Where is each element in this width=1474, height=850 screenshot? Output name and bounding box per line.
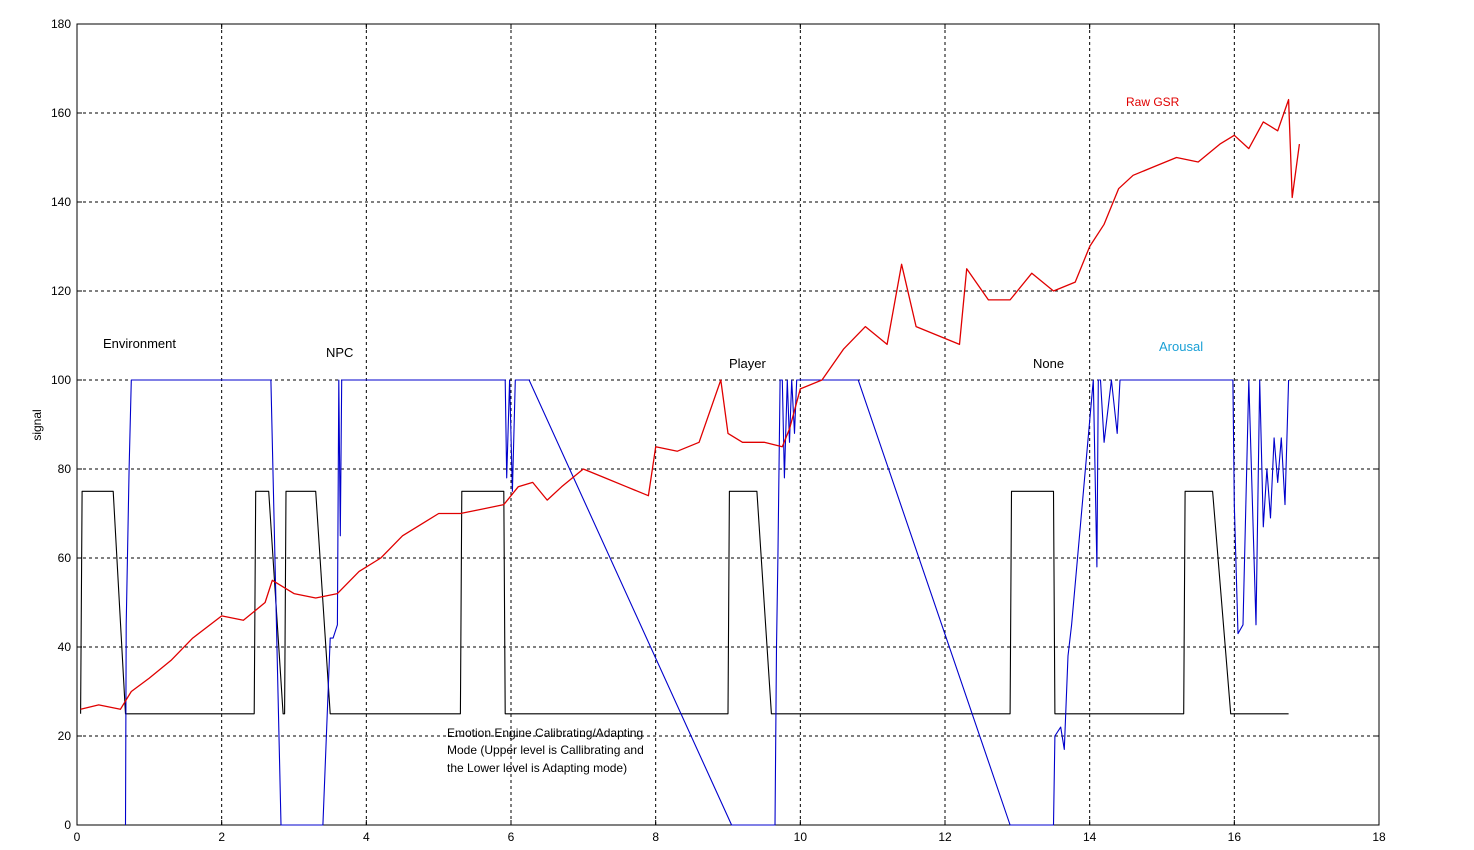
annotation-mode-line-2: Mode (Upper level is Callibrating and (447, 743, 644, 757)
x-tick-label: 8 (652, 830, 659, 844)
y-tick-label: 100 (51, 373, 71, 387)
x-tick-label: 6 (508, 830, 515, 844)
x-tick-label: 10 (794, 830, 808, 844)
y-tick-label: 0 (64, 818, 71, 832)
annotation-mode-line-1: Emotion Engine Calibrating/Adapting (447, 726, 643, 740)
x-tick-label: 4 (363, 830, 370, 844)
x-tick-label: 14 (1083, 830, 1097, 844)
y-tick-label: 180 (51, 17, 71, 31)
annotation-environment: Environment (103, 336, 176, 351)
y-tick-label: 40 (58, 640, 72, 654)
grid (77, 24, 1379, 825)
raw-gsr-line (80, 98, 1301, 710)
x-tick-label: 0 (74, 830, 81, 844)
y-tick-label: 160 (51, 106, 71, 120)
annotation-raw-gsr: Raw GSR (1126, 95, 1180, 109)
annotation-mode-line-3: the Lower level is Adapting mode) (447, 761, 627, 775)
y-tick-label: 20 (58, 729, 72, 743)
y-tick-label: 140 (51, 195, 71, 209)
x-tick-label: 16 (1228, 830, 1242, 844)
arousal-line (124, 379, 1290, 826)
y-tick-label: 120 (51, 284, 71, 298)
annotation-player: Player (729, 356, 767, 371)
annotation-none: None (1033, 356, 1064, 371)
series-group (80, 98, 1301, 826)
y-tick-label: 60 (58, 551, 72, 565)
y-tick-label: 80 (58, 462, 72, 476)
mode-line (80, 490, 1289, 715)
annotation-npc: NPC (326, 345, 353, 360)
x-tick-label: 18 (1372, 830, 1386, 844)
annotation-arousal: Arousal (1159, 339, 1203, 354)
plot-frame (76, 23, 1380, 826)
y-axis-label: signal (30, 409, 44, 440)
x-tick-label: 12 (938, 830, 952, 844)
x-tick-label: 2 (218, 830, 225, 844)
